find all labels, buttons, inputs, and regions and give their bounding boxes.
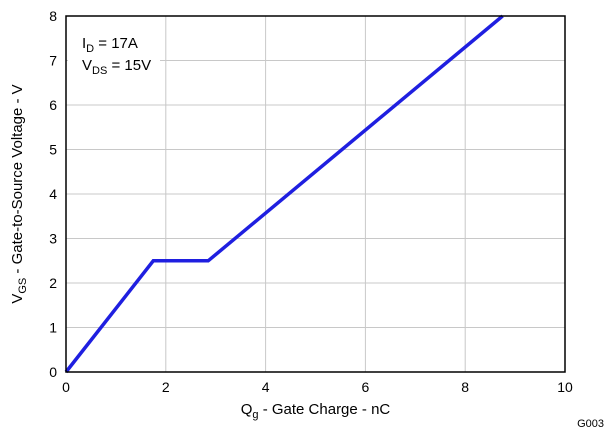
y-tick-label: 3 xyxy=(49,231,57,247)
x-tick-label: 0 xyxy=(62,379,70,395)
annotation-box xyxy=(68,18,160,70)
y-axis-title: VGS - Gate-to-Source Voltage - V xyxy=(9,84,29,303)
x-tick-label: 2 xyxy=(162,379,170,395)
x-tick-label: 4 xyxy=(262,379,270,395)
annotation-1: ID = 17A xyxy=(82,35,138,55)
y-tick-labels: 0 1 2 3 4 5 6 7 8 xyxy=(49,8,57,380)
x-tick-label: 10 xyxy=(557,379,573,395)
series-line-1 xyxy=(64,14,504,374)
x-tick-labels: 0 2 4 6 8 10 xyxy=(62,379,573,395)
x-tick-label: 8 xyxy=(461,379,469,395)
figure-id: G003 xyxy=(577,418,604,429)
y-tick-label: 8 xyxy=(49,8,57,24)
y-tick-label: 2 xyxy=(49,275,57,291)
series-layer xyxy=(64,14,504,374)
plot-frame xyxy=(65,15,566,373)
annotation-2: VDS = 15V xyxy=(82,57,151,77)
y-tick-label: 0 xyxy=(49,364,57,380)
x-tick-label: 6 xyxy=(362,379,370,395)
y-tick-label: 1 xyxy=(49,320,57,336)
x-axis-title: Qg - Gate Charge - nC xyxy=(241,401,391,421)
y-tick-label: 5 xyxy=(49,142,57,158)
y-tick-label: 6 xyxy=(49,97,57,113)
y-tick-label: 7 xyxy=(49,53,57,69)
y-tick-label: 4 xyxy=(49,186,57,202)
